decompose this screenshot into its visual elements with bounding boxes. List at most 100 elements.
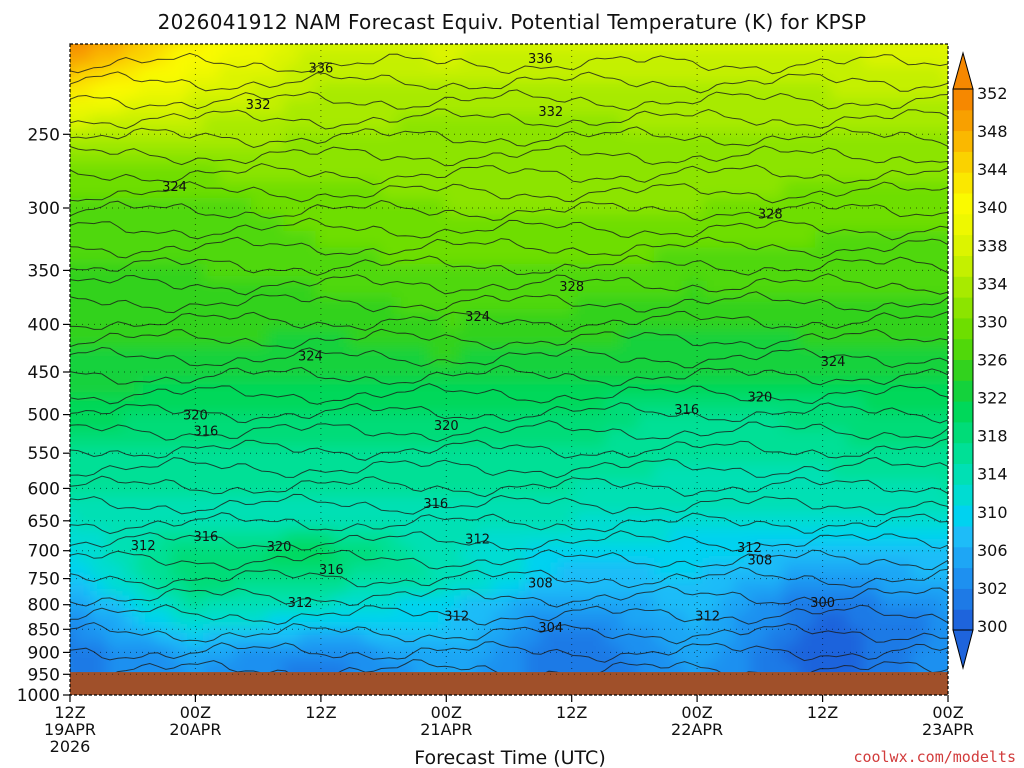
contour-line	[70, 346, 948, 369]
field-cell	[492, 429, 510, 447]
field-cell	[525, 380, 542, 398]
field-cell	[525, 628, 542, 646]
field-cell	[444, 181, 462, 199]
field-cell	[347, 131, 365, 149]
field-cell	[90, 330, 107, 348]
contour-line	[70, 493, 948, 516]
field-cell	[364, 181, 381, 199]
field-cell	[509, 98, 526, 116]
field-cell	[186, 562, 204, 580]
field-cell	[831, 81, 848, 99]
field-cell	[70, 330, 75, 348]
ground-fill	[70, 672, 948, 695]
field-cell	[347, 496, 365, 514]
field-cell	[235, 579, 252, 597]
field-cell	[74, 81, 91, 99]
contour-label: 308	[747, 553, 772, 568]
contour-line	[70, 641, 948, 663]
field-cell	[315, 44, 333, 50]
field-cell	[541, 230, 558, 249]
field-cell	[654, 496, 671, 514]
field-cell	[219, 346, 236, 365]
field-cell	[621, 148, 639, 166]
field-cell	[702, 148, 719, 166]
field-cell	[879, 114, 897, 133]
field-cell	[331, 114, 349, 133]
field-cell	[331, 496, 349, 514]
field-cell	[686, 346, 703, 365]
field-cell	[203, 65, 220, 83]
field-cell	[219, 181, 236, 199]
field-cell	[476, 330, 494, 348]
field-cell	[106, 363, 123, 381]
field-cell	[798, 645, 816, 663]
field-cell	[750, 479, 768, 497]
field-cell	[492, 380, 510, 398]
field-cell	[492, 48, 510, 66]
field-cell	[138, 612, 156, 630]
field-cell	[380, 645, 397, 663]
field-cell	[476, 346, 494, 365]
field-cell	[509, 363, 526, 381]
contour-line	[70, 364, 948, 387]
colorbar-segment	[953, 421, 973, 444]
field-cell	[428, 446, 446, 464]
field-cell	[106, 148, 123, 166]
field-cell	[251, 264, 268, 282]
field-cell	[525, 330, 542, 348]
field-cell	[299, 628, 317, 646]
field-cell	[541, 462, 558, 481]
field-cell	[798, 230, 816, 249]
field-cell	[895, 264, 913, 282]
field-cell	[815, 346, 832, 365]
field-cell	[654, 48, 671, 66]
field-cell	[186, 164, 204, 182]
field-cell	[90, 313, 107, 331]
field-cell	[251, 363, 268, 381]
field-cell	[863, 44, 881, 50]
field-cell	[943, 645, 948, 663]
field-cell	[686, 446, 703, 464]
field-cell	[444, 380, 462, 398]
x-tick-label: 21APR	[420, 720, 472, 739]
field-cell	[219, 148, 236, 166]
field-cell	[831, 114, 848, 133]
field-cell	[476, 462, 494, 481]
field-cell	[138, 512, 156, 530]
field-cell	[492, 512, 510, 530]
field-cell	[70, 48, 75, 66]
field-cell	[750, 396, 768, 414]
field-cell	[122, 148, 140, 166]
field-cell	[702, 579, 719, 597]
field-cell	[782, 65, 800, 83]
field-cell	[702, 413, 719, 431]
field-cell	[927, 131, 945, 149]
field-cell	[492, 65, 510, 83]
contour-line	[70, 217, 948, 241]
field-cell	[911, 247, 929, 265]
field-cell	[895, 462, 913, 481]
field-cell	[283, 512, 301, 530]
field-cell	[74, 595, 91, 613]
field-cell	[492, 545, 510, 563]
field-cell	[589, 396, 607, 414]
field-cell	[879, 446, 897, 464]
field-cell	[460, 429, 478, 447]
field-cell	[927, 396, 945, 414]
field-cell	[637, 612, 655, 630]
field-cell	[460, 131, 478, 149]
field-cell	[219, 114, 236, 133]
colorbar-label: 300	[977, 617, 1008, 636]
field-cell	[750, 579, 768, 597]
field-cell	[364, 529, 381, 547]
contour-label: 336	[528, 52, 553, 67]
field-cell	[782, 579, 800, 597]
field-cell	[74, 65, 91, 83]
field-cell	[734, 512, 752, 530]
contour-label: 328	[559, 280, 584, 295]
field-cell	[670, 247, 687, 265]
field-cell	[396, 628, 413, 646]
field-cell	[654, 346, 671, 365]
field-cell	[364, 595, 381, 613]
field-cell	[492, 164, 510, 182]
